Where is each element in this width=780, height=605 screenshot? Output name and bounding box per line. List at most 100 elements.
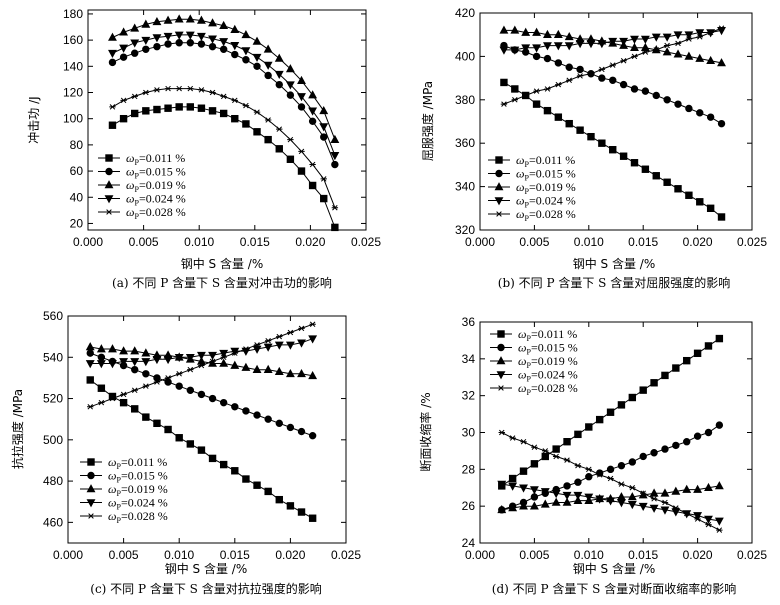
data-point [510, 46, 520, 55]
y-tick-label: 100 [63, 112, 83, 126]
legend-marker [496, 356, 506, 365]
y-tick-label: 140 [63, 59, 83, 73]
x-tick-label: 0.010 [184, 235, 214, 249]
data-point [585, 423, 593, 431]
data-point [497, 480, 507, 489]
data-point [276, 333, 283, 340]
legend-marker [497, 385, 505, 391]
data-point [131, 109, 139, 118]
x-tick-label: 0.015 [240, 235, 270, 249]
data-point [499, 46, 509, 55]
data-point [274, 53, 284, 62]
data-point [153, 374, 161, 382]
data-point [519, 501, 528, 510]
data-point [617, 461, 626, 470]
data-point [661, 499, 669, 506]
data-point [685, 104, 693, 113]
data-point [153, 105, 161, 114]
x-axis-label: 钢中 S 含量 /% [573, 561, 656, 576]
data-point [241, 30, 251, 39]
data-point [693, 512, 703, 521]
data-point [263, 343, 273, 352]
data-point [619, 80, 628, 89]
series-circle [108, 39, 339, 169]
y-tick-label: 520 [43, 392, 63, 406]
legend-marker [105, 167, 113, 176]
data-point [672, 364, 680, 372]
data-point [551, 497, 561, 506]
data-point [695, 53, 705, 62]
data-point [230, 42, 240, 51]
data-point [198, 87, 205, 93]
data-point [130, 358, 140, 367]
data-point [706, 204, 715, 213]
data-point [252, 53, 262, 62]
data-point [231, 467, 239, 475]
data-point [521, 44, 531, 53]
data-point [297, 368, 306, 378]
x-tick-label: 0.005 [519, 235, 549, 249]
chart-impact-energy: 0.000 0.005 0.010 0.015 0.020 0.025 20 40 60 80 10… [26, 7, 381, 290]
data-point [231, 403, 239, 411]
legend-label: ωP=0.015 % [516, 167, 576, 183]
data-point [285, 368, 295, 378]
x-tick-label: 0.000 [465, 548, 495, 562]
data-point [130, 23, 140, 32]
data-point [276, 126, 283, 132]
legend-label: ωP=0.024 % [108, 496, 168, 512]
x-tick-label: 0.025 [737, 548, 767, 562]
data-point [320, 176, 327, 182]
data-point [552, 445, 560, 453]
data-point [714, 481, 724, 490]
data-point [696, 109, 704, 117]
data-point [286, 91, 295, 99]
legend-label: ωP=0.015 % [126, 165, 186, 181]
series-triangle-down [497, 480, 724, 526]
x-axis-label: 钢中 S 含量 /% [573, 256, 656, 271]
y-axis-label: 屈服强度 /MPa [420, 81, 435, 161]
data-point [606, 465, 615, 474]
data-point [196, 351, 206, 361]
data-point [330, 134, 340, 143]
series-triangle-down [85, 335, 318, 369]
data-point [164, 85, 172, 92]
data-point [253, 481, 261, 489]
data-point [208, 42, 217, 51]
series-circle [500, 41, 726, 128]
data-point [616, 492, 626, 501]
data-point [219, 358, 229, 367]
data-point [551, 489, 561, 499]
data-point [298, 148, 305, 155]
data-point [286, 155, 295, 163]
chart-yield-strength: 0.000 0.005 0.010 0.015 0.020 0.025 320 340 360 3… [420, 6, 767, 290]
data-point [652, 91, 660, 100]
data-point [297, 339, 306, 348]
data-point [108, 392, 117, 401]
data-point [274, 366, 284, 376]
data-point [309, 321, 316, 328]
data-point [573, 495, 583, 504]
data-point [108, 360, 117, 369]
data-point [640, 42, 650, 52]
x-tick-label: 0.015 [220, 548, 250, 562]
chart-area-reduction: 0.000 0.005 0.010 0.015 0.020 0.025 24 26 28 30 32… [418, 315, 767, 596]
data-point [574, 430, 582, 439]
data-point [629, 484, 636, 491]
data-point [231, 50, 239, 59]
y-tick-label: 380 [455, 93, 475, 107]
data-point [715, 334, 724, 343]
data-point [587, 132, 595, 141]
data-point [652, 172, 660, 180]
series-star [87, 321, 316, 410]
data-point [533, 88, 540, 94]
data-point [264, 338, 272, 344]
data-point [252, 364, 262, 373]
data-point [141, 348, 151, 357]
data-point [693, 432, 702, 440]
y-tick-label: 460 [43, 515, 63, 529]
data-point [662, 47, 672, 56]
x-tick-label: 0.020 [683, 548, 713, 562]
data-point [97, 384, 106, 392]
data-point [286, 423, 295, 432]
data-point [530, 460, 539, 468]
